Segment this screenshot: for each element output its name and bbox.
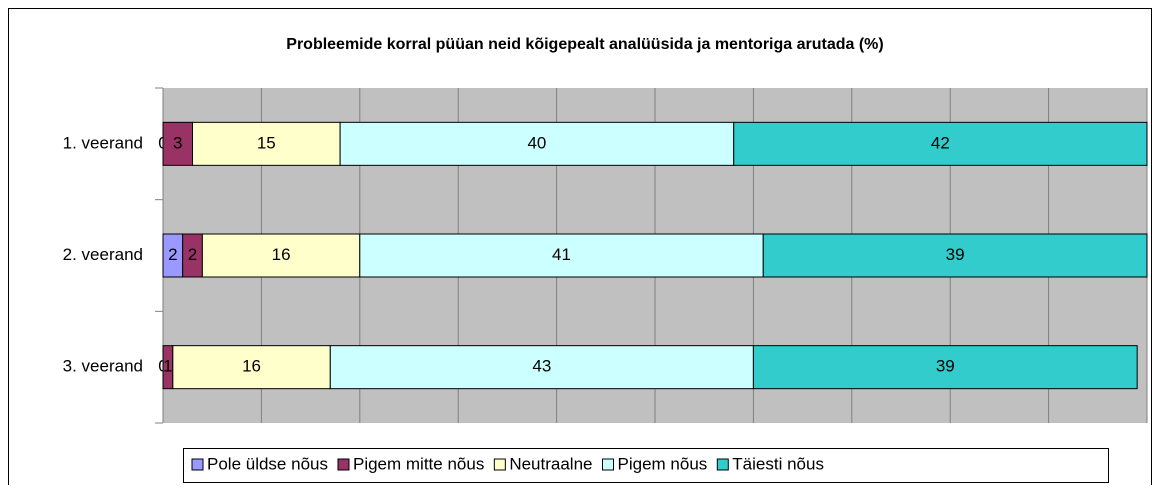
- legend-label: Täiesti nõus: [732, 454, 824, 473]
- legend-label: Pigem nõus: [618, 454, 708, 473]
- legend-swatch: [493, 458, 506, 471]
- bar-segment: [162, 121, 194, 166]
- data-label: 41: [552, 245, 571, 264]
- y-tick-label: 1. veerand: [63, 133, 143, 152]
- bar-segment: [762, 233, 1148, 278]
- data-label: 43: [532, 357, 551, 376]
- bar-segment: [329, 345, 754, 390]
- data-label: 16: [272, 245, 291, 264]
- data-label: 1: [163, 357, 172, 376]
- legend-label: Pigem mitte nõus: [353, 454, 484, 473]
- legend-swatch: [602, 458, 614, 471]
- legend-swatch: [716, 458, 729, 471]
- y-tick-label: 3. veerand: [63, 357, 143, 376]
- bar-segment: [359, 233, 764, 278]
- chart-title: Probleemide korral püüan neid kõigepealt…: [286, 36, 883, 53]
- legend-label: Pole üldse nõus: [207, 454, 328, 473]
- data-label: 39: [946, 245, 965, 264]
- bar-segment: [752, 345, 1138, 390]
- legend-swatch: [191, 458, 204, 471]
- data-label: 15: [257, 133, 276, 152]
- bar-segment: [192, 121, 341, 166]
- data-label: 42: [931, 133, 950, 152]
- legend-label: Neutraalne: [509, 454, 592, 473]
- data-label: 2: [168, 245, 177, 264]
- data-label: 3: [173, 133, 182, 152]
- legend-swatch: [337, 458, 350, 471]
- y-tick-label: 2. veerand: [63, 245, 143, 264]
- data-label: 40: [527, 133, 546, 152]
- data-label: 16: [242, 357, 261, 376]
- bar-segment: [172, 345, 331, 390]
- data-label: 39: [936, 357, 955, 376]
- bar-segment: [733, 121, 1148, 166]
- data-label: 2: [188, 245, 197, 264]
- bar-segment: [339, 121, 735, 166]
